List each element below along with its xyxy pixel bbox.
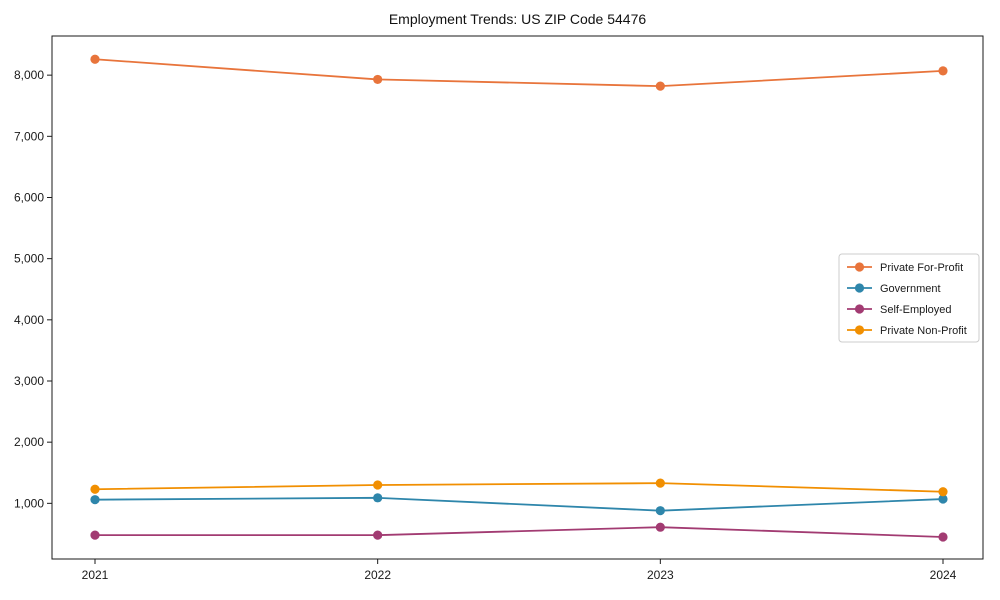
data-point: [938, 532, 948, 542]
data-point: [938, 487, 948, 497]
data-point: [373, 480, 383, 490]
legend-marker: [854, 283, 865, 293]
y-tick-label: 8,000: [14, 68, 44, 82]
y-tick-label: 3,000: [14, 374, 44, 388]
series-line: [94, 58, 944, 88]
legend-marker: [854, 304, 865, 314]
series-line: [94, 496, 944, 512]
data-point: [373, 74, 383, 85]
legend-label: Government: [880, 283, 941, 295]
x-axis: 2021 2022 2023 2024: [82, 559, 957, 582]
y-tick-label: 7,000: [14, 129, 44, 143]
y-tick-label: 4,000: [14, 313, 44, 327]
y-tick-label: 2,000: [14, 435, 44, 449]
data-point: [90, 54, 100, 64]
x-tick-label: 2021: [82, 568, 109, 582]
series-private-for-profit: [90, 54, 948, 91]
y-tick-label: 1,000: [14, 496, 44, 510]
data-point: [655, 506, 665, 516]
legend-item: Private Non-Profit: [847, 325, 967, 337]
series-line: [94, 526, 944, 538]
data-point: [373, 530, 383, 540]
y-axis: 1,000 2,000 3,000 4,000 5,000 6,000 7,000 8,000: [14, 68, 52, 510]
data-point: [655, 478, 665, 488]
series-government: [90, 493, 948, 516]
y-tick-label: 6,000: [14, 190, 44, 204]
data-point: [655, 522, 665, 532]
series-self-employed: [90, 522, 948, 542]
legend-item: Private For-Profit: [847, 262, 963, 274]
y-tick-label: 5,000: [14, 252, 44, 266]
data-point: [90, 530, 100, 540]
data-point: [90, 484, 100, 494]
data-point: [938, 494, 948, 504]
data-point: [90, 495, 100, 505]
data-point: [373, 493, 383, 503]
series-private-non-profit: [90, 478, 948, 497]
x-tick-label: 2022: [364, 568, 391, 582]
legend-label: Private For-Profit: [880, 262, 963, 274]
legend-label: Private Non-Profit: [880, 325, 967, 337]
series-line: [94, 482, 944, 493]
legend-marker: [854, 325, 865, 335]
chart-title: Employment Trends: US ZIP Code 54476: [388, 11, 647, 27]
legend-marker: [854, 262, 865, 272]
legend-box: [838, 253, 980, 343]
legend-item: Self-Employed: [847, 304, 952, 316]
data-point: [938, 66, 948, 76]
legend-label: Self-Employed: [880, 304, 952, 316]
data-point: [655, 81, 665, 91]
legend-item: Government: [847, 283, 941, 295]
x-tick-label: 2023: [647, 568, 674, 582]
legend: Private For-Profit Government Self-Employe…: [838, 253, 980, 343]
plot-area: [51, 35, 984, 560]
x-tick-label: 2024: [930, 568, 957, 582]
